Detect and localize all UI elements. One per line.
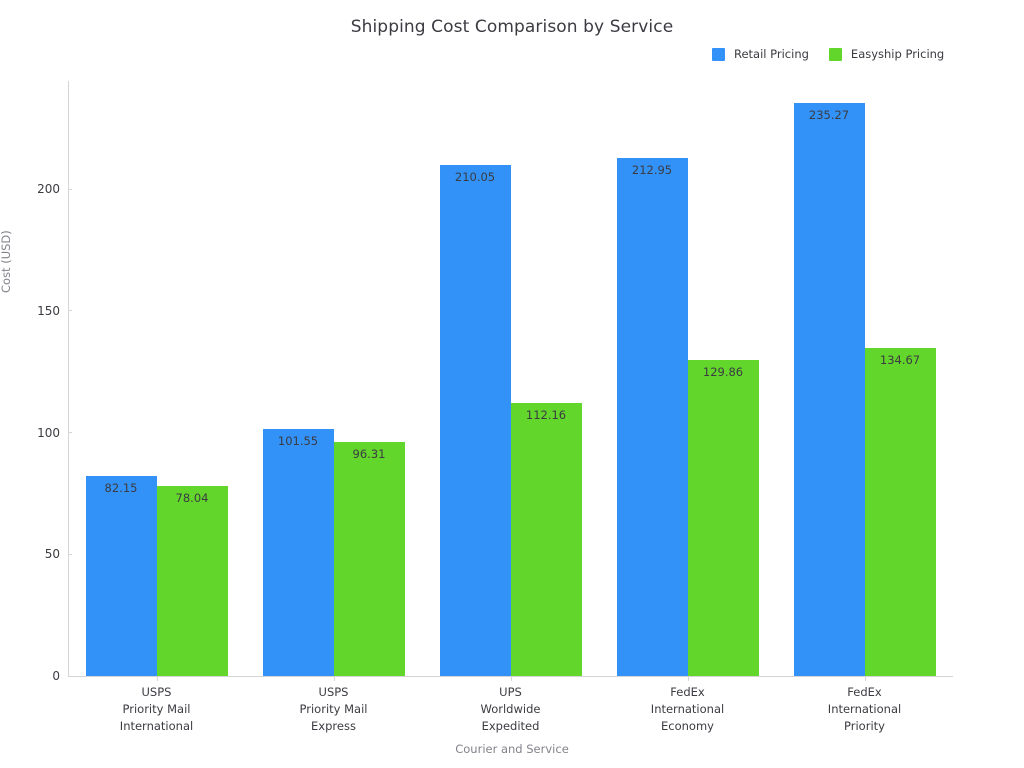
legend-label-retail: Retail Pricing <box>734 47 809 61</box>
x-axis-tick-label: FedEx International Economy <box>651 684 724 735</box>
x-axis-tick-label-line: International <box>119 719 194 733</box>
x-axis-tick-label-line: Expedited <box>481 719 540 733</box>
x-axis-tick-label-line: Priority Mail <box>299 702 368 716</box>
y-axis-tick-label: 50 <box>44 547 60 562</box>
x-axis-tick-label: USPS Priority Mail Express <box>300 684 368 735</box>
y-axis-tick: 200 <box>37 182 72 197</box>
bar-value-label: 210.05 <box>454 169 496 184</box>
bar-easyship[interactable]: 78.04 <box>156 486 228 676</box>
bar-retail[interactable]: 235.27 <box>793 103 865 676</box>
x-axis-tick-label-line: International <box>827 702 902 716</box>
y-axis-tick-mark <box>68 188 72 190</box>
bar-retail[interactable]: 210.05 <box>439 164 511 676</box>
x-axis-tick-label-line: USPS <box>141 685 172 699</box>
x-axis-tick-label-line: UPS <box>499 685 522 699</box>
bar-easyship[interactable]: 134.67 <box>864 348 936 676</box>
y-axis-tick: 0 <box>52 669 72 683</box>
bar-easyship[interactable]: 96.31 <box>333 441 405 676</box>
bar-value-label: 235.27 <box>808 108 850 123</box>
x-axis-tick-mark <box>333 676 335 681</box>
y-axis-title: Cost (USD) <box>0 230 13 293</box>
plot-area: 0 50 100 150 200 82.15 78.04 101.55 96.31 210.05 1… <box>37 81 953 683</box>
x-axis-tick-label-line: USPS <box>318 685 349 699</box>
x-axis-tick-label-line: Worldwide <box>480 702 541 716</box>
y-axis-tick: 150 <box>37 303 72 318</box>
bar-value-label: 101.55 <box>277 433 319 448</box>
y-axis-tick: 100 <box>37 425 72 440</box>
x-axis-tick-label-line: Economy <box>661 719 714 733</box>
x-axis-tick-label-line: Priority <box>844 719 885 733</box>
y-axis-tick-label: 0 <box>52 669 60 683</box>
x-axis-tick-mark <box>510 676 512 681</box>
chart-legend: Retail Pricing Easyship Pricing <box>712 44 944 64</box>
y-axis-tick-label: 100 <box>37 425 60 440</box>
y-axis-tick-mark <box>68 310 72 312</box>
legend-swatch-icon-easyship <box>828 47 842 61</box>
y-axis-tick-mark <box>68 553 72 555</box>
chart-title: Shipping Cost Comparison by Service <box>350 17 674 37</box>
legend-item-easyship-pricing[interactable]: Easyship Pricing <box>828 47 945 61</box>
bar-value-label: 82.15 <box>104 481 138 496</box>
bar-retail[interactable]: 82.15 <box>85 476 157 676</box>
bar-retail[interactable]: 101.55 <box>262 428 334 676</box>
bar-retail[interactable]: 212.95 <box>616 157 688 676</box>
y-axis-spine <box>68 81 69 677</box>
x-axis-tick-label: FedEx International Priority <box>828 684 901 735</box>
y-axis-tick-label: 200 <box>37 182 60 197</box>
y-axis-tick-mark <box>68 675 72 677</box>
x-axis-tick-label-line: Express <box>311 719 356 733</box>
y-axis-tick: 50 <box>44 547 72 562</box>
bar-value-label: 134.67 <box>879 353 921 368</box>
x-axis-tick-label: UPS Worldwide Expedited <box>481 684 541 735</box>
bar-easyship[interactable]: 129.86 <box>687 359 759 676</box>
y-axis-tick-mark <box>68 432 72 434</box>
bar-value-label: 78.04 <box>175 491 209 506</box>
bar-value-label: 129.86 <box>702 364 744 379</box>
x-axis-tick-label: USPS Priority Mail International <box>120 684 193 735</box>
bar-easyship[interactable]: 112.16 <box>510 403 582 676</box>
bar-value-label: 212.95 <box>631 162 673 177</box>
x-axis-tick-mark <box>864 676 866 681</box>
x-axis-tick-label-line: FedEx <box>847 685 882 699</box>
legend-label-easyship: Easyship Pricing <box>850 47 945 61</box>
x-axis-tick-mark <box>687 676 689 681</box>
legend-swatch-icon-retail <box>712 47 725 61</box>
bar-value-label: 96.31 <box>352 446 386 461</box>
x-axis-tick-label-line: Priority Mail <box>122 702 191 716</box>
x-axis-title: Courier and Service <box>455 742 569 756</box>
y-axis-tick-label: 150 <box>37 303 60 318</box>
x-axis-tick-mark <box>156 676 158 681</box>
legend-item-retail-pricing[interactable]: Retail Pricing <box>712 47 809 61</box>
x-axis-tick-label-line: FedEx <box>670 685 705 699</box>
bar-value-label: 112.16 <box>525 408 567 423</box>
x-axis-tick-label-line: International <box>650 702 725 716</box>
